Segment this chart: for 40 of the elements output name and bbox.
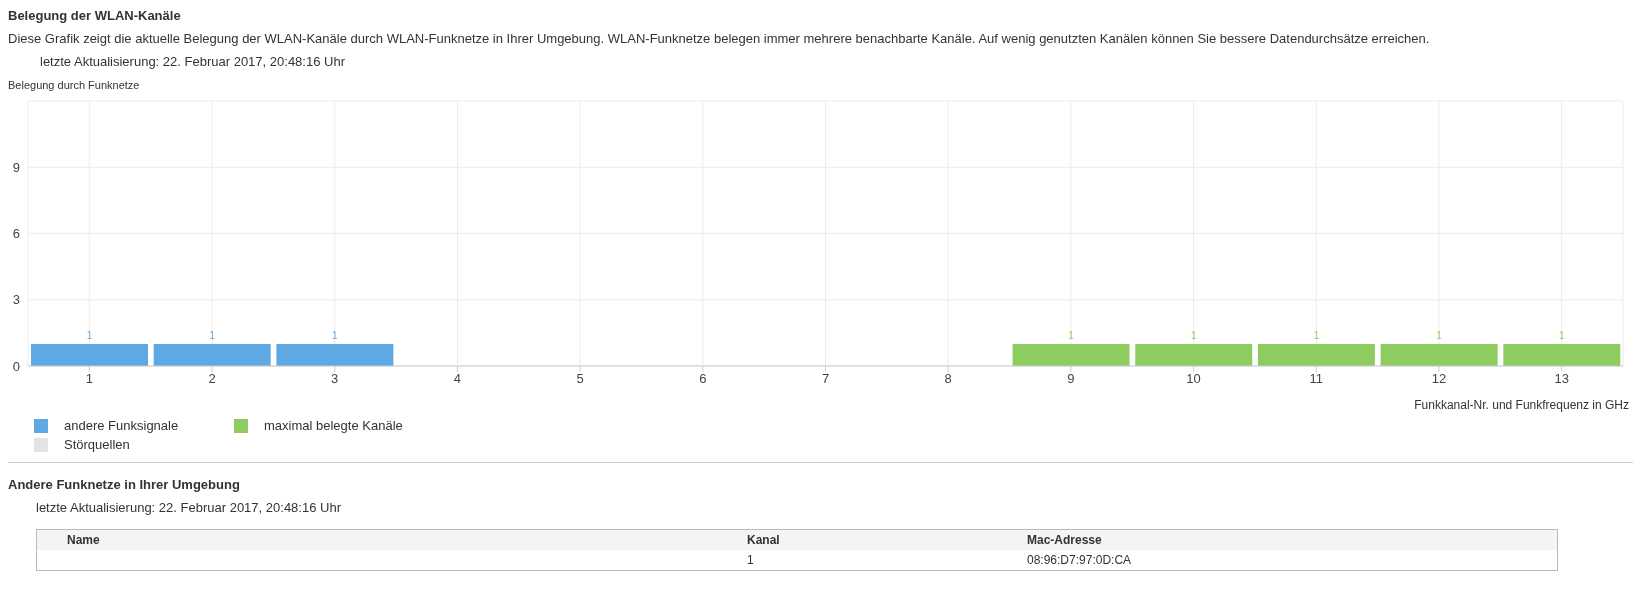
x-axis-title: Funkkanal-Nr. und Funkfrequenz in GHz: [1413, 398, 1630, 412]
data-label: 1: [209, 329, 216, 341]
data-label: 1: [332, 329, 339, 341]
y-tick-label: 0: [12, 358, 20, 374]
x-tick-label: 10: [1186, 371, 1201, 387]
legend-label: Störquellen: [64, 437, 130, 452]
x-tick-label: 8: [944, 371, 952, 387]
x-tick-label: 3: [331, 371, 339, 387]
x-tick-label: 6: [699, 371, 707, 387]
legend-label: maximal belegte Kanäle: [264, 418, 403, 433]
x-tick-label: 2: [208, 371, 216, 387]
text: letzte Aktualisierung: 22. Februar 2017, 20:48:16 Uhr: [36, 500, 342, 515]
x-tick-label: 5: [576, 371, 584, 387]
text: letzte Aktualisierung: 22. Februar 2017, 20:48:16 Uhr: [40, 54, 346, 69]
legend-label: andere Funksignale: [64, 418, 179, 433]
x-tick-label: 13: [1554, 371, 1569, 387]
text: Mac-Adresse: [1027, 533, 1102, 547]
chart-title: Belegung der WLAN-Kanäle: [8, 8, 182, 23]
data-label: 1: [1190, 329, 1197, 341]
y-tick-label: 9: [12, 159, 20, 175]
x-tick-label: 11: [1309, 371, 1324, 387]
y-tick-label: 3: [12, 292, 20, 308]
text: 08:96:D7:97:0D:CA: [1027, 553, 1132, 567]
x-tick-label: 1: [85, 371, 93, 387]
data-label: 1: [86, 329, 93, 341]
data-label: 1: [1436, 329, 1443, 341]
x-tick-label: 12: [1431, 371, 1447, 387]
data-label: 1: [1068, 329, 1075, 341]
x-tick-label: 4: [453, 371, 462, 387]
text: 1: [747, 553, 755, 567]
data-label: 1: [1559, 329, 1566, 341]
data-label: 1: [1313, 329, 1320, 341]
x-tick-label: 7: [821, 371, 830, 387]
chart-subtitle: Diese Grafik zeigt die aktuelle Belegung der WLAN-Kanäle durch WLAN-Funknetze in Ihrer Umgebung. WLAN-Funknetze belegen immer mehrere benachbarte Kanäle. Auf wenig genutzten Kanälen können Sie bessere Datendurchsätze erreichen.: [8, 31, 1431, 46]
text: Andere Funknetze in Ihrer Umgebung: [8, 462, 1633, 492]
y-axis-title: Belegung durch Funknetze: [8, 79, 141, 91]
text: Name: [66, 533, 101, 547]
y-tick-label: 6: [12, 226, 20, 242]
x-tick-label: 9: [1067, 371, 1075, 387]
text: Kanal: [747, 533, 781, 547]
